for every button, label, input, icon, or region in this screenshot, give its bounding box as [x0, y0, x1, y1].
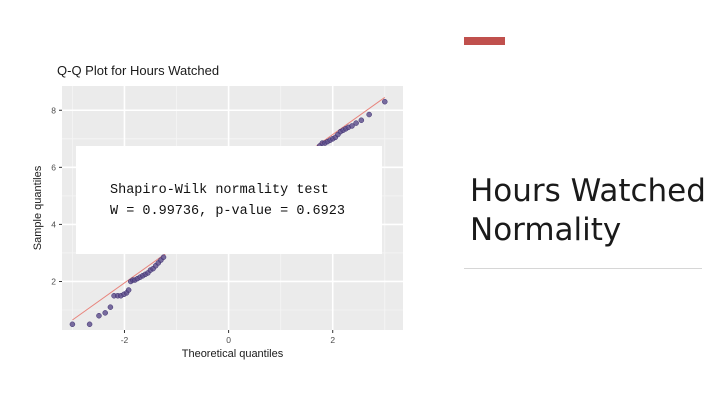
data-point [107, 304, 114, 310]
slide-title-line-1: Hours Watched [470, 173, 706, 209]
data-point [160, 254, 167, 260]
data-point [125, 287, 132, 293]
y-axis-label: Sample quantiles [32, 165, 44, 250]
slide-title-line-2: Normality [470, 212, 622, 248]
slide-title: Hours Watched Normality [470, 172, 715, 250]
x-axis-label: Theoretical quantiles [182, 348, 284, 360]
shapiro-wilk-result-box: Shapiro-Wilk normality test W = 0.99736,… [76, 146, 382, 254]
x-tick-label: 2 [330, 335, 335, 345]
test-statistic-text: W = 0.99736, p-value = 0.6923 [110, 204, 345, 219]
x-tick-label: -2 [121, 335, 129, 345]
data-point [366, 111, 372, 118]
data-point [86, 321, 93, 328]
chart-title: Q-Q Plot for Hours Watched [57, 63, 220, 78]
title-divider [464, 268, 702, 269]
y-tick-label: 2 [51, 276, 56, 286]
x-tick-label: 0 [226, 335, 231, 345]
y-tick-label: 6 [51, 162, 56, 172]
test-name-text: Shapiro-Wilk normality test [110, 183, 329, 198]
data-point [382, 98, 388, 105]
data-point [353, 120, 359, 126]
data-point [69, 321, 76, 328]
data-point [96, 312, 102, 319]
y-tick-label: 8 [51, 105, 56, 115]
y-tick-label: 4 [51, 219, 56, 229]
data-point [358, 117, 365, 123]
data-point [349, 123, 355, 129]
accent-bar [464, 37, 505, 45]
data-point [102, 310, 108, 316]
